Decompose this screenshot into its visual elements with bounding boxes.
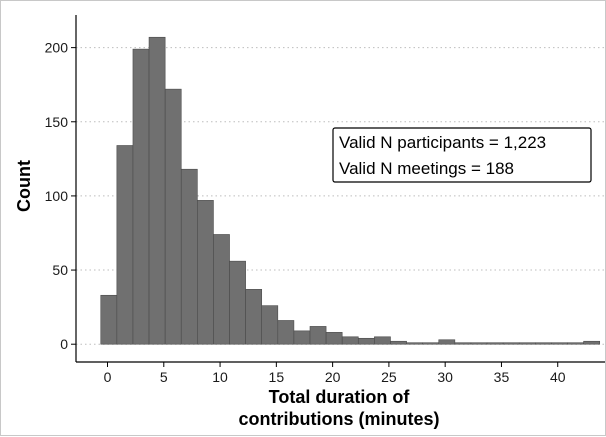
histogram-bar xyxy=(325,332,343,345)
y-tick-label: 50 xyxy=(52,262,68,278)
histogram-bar xyxy=(229,260,246,345)
x-tick-label: 20 xyxy=(325,369,341,385)
histogram-bar xyxy=(180,168,198,345)
annotation-line-meetings: Valid N meetings = 188 xyxy=(339,159,514,178)
histogram-bar xyxy=(213,234,230,345)
y-tick-labels: 0 50 100 150 200 xyxy=(45,40,69,353)
histogram-bar xyxy=(197,200,214,345)
histogram-bar xyxy=(454,342,472,345)
y-tick-label: 100 xyxy=(45,188,69,204)
histogram-bar xyxy=(293,330,311,345)
histogram-bar xyxy=(357,337,375,345)
y-tick-label: 200 xyxy=(45,40,69,56)
annotation-line-participants: Valid N participants = 1,223 xyxy=(339,133,546,152)
x-axis-title-line-1: Total duration of xyxy=(269,387,411,407)
histogram-bar xyxy=(309,326,327,345)
x-axis-title-line-2: contributions (minutes) xyxy=(239,409,440,429)
annotation-border xyxy=(332,127,592,183)
histogram-bar xyxy=(341,336,359,345)
x-tick-label: 35 xyxy=(494,369,510,385)
x-tick-label: 15 xyxy=(269,369,285,385)
annotation-box: Valid N participants = 1,223 Valid N mee… xyxy=(332,127,592,183)
x-tick-label: 30 xyxy=(437,369,453,385)
x-tick-label: 0 xyxy=(104,369,112,385)
histogram-bar xyxy=(518,342,536,345)
x-tick-label: 5 xyxy=(160,369,168,385)
histogram-bar xyxy=(438,339,456,345)
histogram-bar xyxy=(406,342,423,345)
histogram-bar xyxy=(148,36,166,345)
histogram-bar xyxy=(374,336,391,345)
histogram-bar xyxy=(486,342,504,345)
histogram-bar xyxy=(261,305,279,345)
x-tick-label: 10 xyxy=(212,369,228,385)
y-tick-label: 150 xyxy=(45,114,69,130)
y-axis-title: Count xyxy=(14,160,34,212)
y-tick-label: 0 xyxy=(60,336,68,352)
histogram-bar xyxy=(164,88,182,345)
x-tick-label: 25 xyxy=(381,369,397,385)
histogram-bar xyxy=(277,320,295,345)
histogram-bar xyxy=(116,145,134,345)
histogram-bar xyxy=(567,342,584,345)
histogram-bar xyxy=(583,340,601,345)
histogram-bar xyxy=(390,340,407,345)
axes xyxy=(71,15,605,367)
histogram-bar xyxy=(245,289,263,345)
histogram-bar xyxy=(502,342,520,345)
histogram-bar xyxy=(100,294,118,345)
x-tick-label: 40 xyxy=(550,369,566,385)
bars xyxy=(100,36,601,345)
histogram-bar xyxy=(551,342,568,345)
x-tick-labels: 0 5 10 15 20 25 30 35 40 xyxy=(104,369,566,385)
histogram-bar xyxy=(535,342,552,345)
histogram-bar xyxy=(132,48,150,345)
histogram-bar xyxy=(422,342,440,345)
histogram-bar xyxy=(470,342,488,345)
